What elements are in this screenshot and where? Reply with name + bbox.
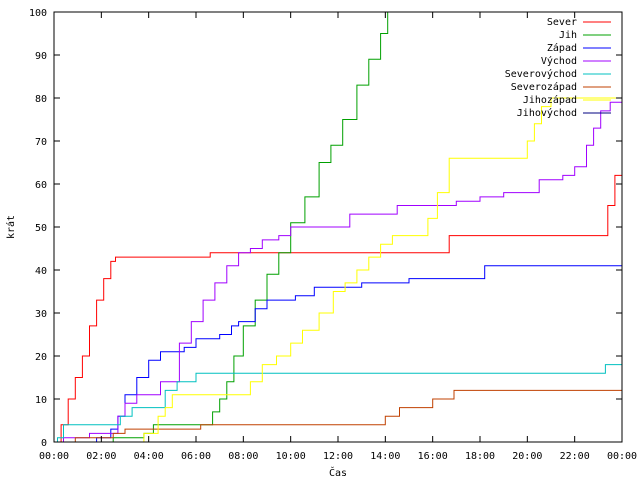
series-line-2 bbox=[54, 12, 389, 443]
legend-label: Jih bbox=[559, 30, 577, 41]
series-line-7 bbox=[54, 97, 622, 443]
x-tick-label: 14:00 bbox=[370, 451, 400, 462]
series-line-5 bbox=[54, 364, 622, 443]
legend-label: Západ bbox=[547, 42, 577, 54]
x-tick-label: 02:00 bbox=[86, 451, 116, 462]
legend-label: Východ bbox=[541, 55, 577, 67]
y-tick-label: 0 bbox=[41, 438, 47, 449]
y-tick-label: 20 bbox=[35, 352, 47, 363]
y-axis-label: krát bbox=[5, 215, 17, 239]
legend-label: Jihovýchod bbox=[517, 107, 577, 119]
x-tick-label: 20:00 bbox=[512, 451, 542, 462]
axis-layer: 0 10 20 30 40 50 60 70 80 90 100 00:00 02:00 04:00 06:… bbox=[29, 8, 637, 462]
x-tick-label: 06:00 bbox=[181, 451, 211, 462]
x-tick-label: 12:00 bbox=[323, 451, 353, 462]
x-tick-label: 10:00 bbox=[276, 451, 306, 462]
x-tick-label: 00:00 bbox=[39, 451, 69, 462]
x-axis-label: Čas bbox=[329, 466, 347, 479]
x-tick-label: 08:00 bbox=[228, 451, 258, 462]
series-line-1 bbox=[54, 145, 623, 443]
series-layer bbox=[54, 12, 623, 443]
series-line-3 bbox=[54, 265, 622, 443]
legend: Sever JihZápadVýchodSeverovýchodSeverozáp… bbox=[505, 17, 611, 119]
y-tick-label: 40 bbox=[35, 266, 47, 277]
series-line-6 bbox=[54, 389, 622, 443]
y-tick-label: 50 bbox=[35, 223, 47, 234]
x-tick-label: 22:00 bbox=[560, 451, 590, 462]
y-tick-label: 100 bbox=[29, 8, 47, 19]
x-tick-label: 18:00 bbox=[465, 451, 495, 462]
legend-label: Jihozápad bbox=[523, 94, 577, 106]
legend-label: Severozápad bbox=[511, 81, 577, 93]
x-tick-label: 00:00 bbox=[607, 451, 637, 462]
legend-label: Severovýchod bbox=[505, 68, 577, 80]
y-tick-label: 10 bbox=[35, 395, 47, 406]
y-tick-label: 90 bbox=[35, 51, 47, 62]
y-tick-label: 30 bbox=[35, 309, 47, 320]
legend-label: Sever bbox=[547, 17, 577, 28]
x-tick-label: 04:00 bbox=[134, 451, 164, 462]
y-tick-label: 60 bbox=[35, 180, 47, 191]
y-tick-label: 70 bbox=[35, 137, 47, 148]
series-line-4 bbox=[54, 101, 622, 443]
x-tick-label: 16:00 bbox=[418, 451, 448, 462]
y-tick-label: 80 bbox=[35, 94, 47, 105]
